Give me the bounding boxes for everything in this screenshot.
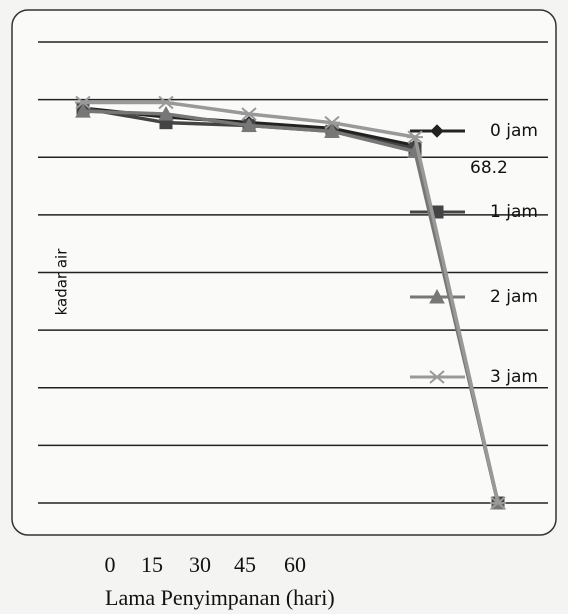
annotation: 68.2 [470,158,508,178]
marker [75,103,91,118]
marker [324,123,340,138]
x-tick-label: 60 [284,552,306,577]
marker [158,105,174,121]
legend-label: 2 jam [490,287,538,307]
marker [75,95,91,110]
legend-label: 1 jam [490,202,538,222]
series-line [83,100,500,504]
legend-label: 3 jam [490,367,538,387]
marker [430,124,444,138]
y-axis-label: kadar air [53,248,71,316]
marker [429,370,445,384]
x-tick-label: 30 [189,552,211,577]
marker [407,130,423,144]
x-tick-label: 0 [105,552,116,577]
x-tick-label: 15 [141,552,163,577]
marker [241,117,257,133]
marker [429,288,445,304]
marker [324,115,340,130]
marker [158,95,174,110]
marker [490,496,506,510]
x-tick-label: 45 [234,552,256,577]
legend-label: 0 jam [490,121,538,141]
series-line [82,109,500,504]
x-axis-label: Lama Penyimpanan (hari) [105,585,335,610]
marker [241,107,257,121]
